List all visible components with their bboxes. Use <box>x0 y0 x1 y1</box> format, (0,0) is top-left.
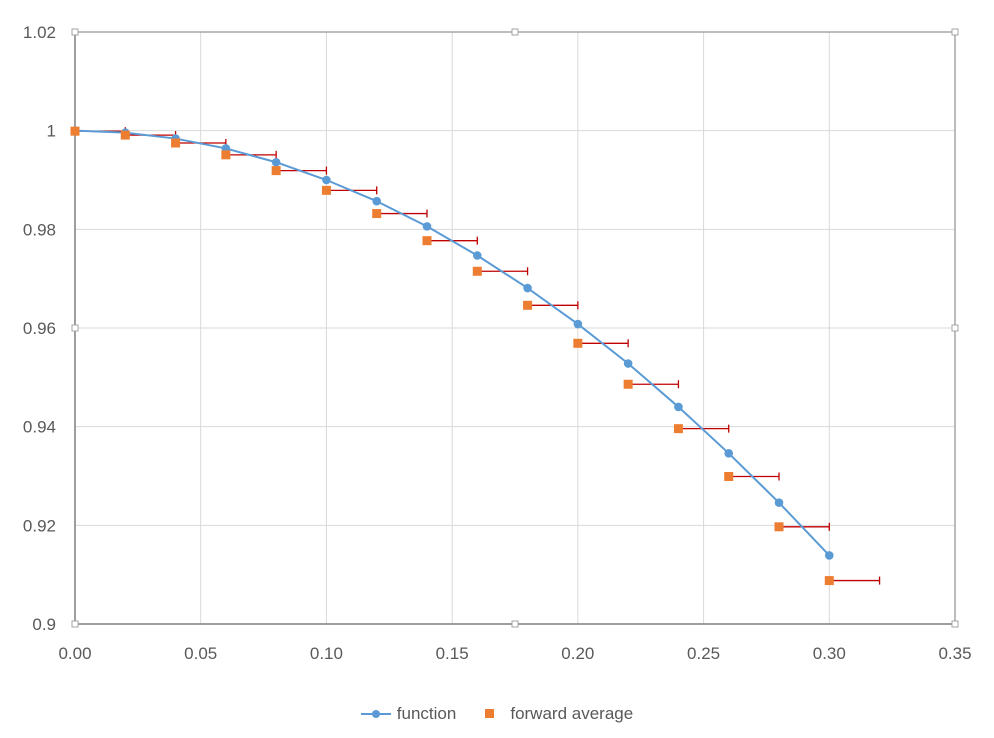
function-point <box>674 402 683 412</box>
square-marker-icon <box>485 709 495 718</box>
function-point <box>724 449 734 458</box>
x-tick-label: 0.00 <box>58 644 91 663</box>
forward-average-point <box>372 209 382 219</box>
function-point <box>422 222 432 231</box>
function-point <box>774 498 784 507</box>
forward-average-point <box>523 300 533 310</box>
resize-handle[interactable] <box>71 324 79 332</box>
y-tick-label: 0.94 <box>23 418 56 437</box>
legend-item-forward-average: forward average <box>484 704 633 724</box>
function-point <box>472 251 482 260</box>
function-point <box>372 196 382 206</box>
legend-label-function: function <box>396 704 457 723</box>
x-tick-label: 0.20 <box>561 644 594 663</box>
forward-average-point <box>774 522 784 532</box>
forward-average-point <box>271 166 281 176</box>
y-tick-label: 0.92 <box>23 516 56 535</box>
series-function <box>70 126 834 560</box>
y-tick-label: 1.02 <box>23 23 56 42</box>
error-bars <box>75 127 881 585</box>
x-tick-label: 0.35 <box>938 644 971 663</box>
y-tick-label: 1 <box>47 122 56 141</box>
function-point <box>573 319 583 329</box>
y-tick-label: 0.9 <box>32 615 56 634</box>
chart-plot-area: 0.00 0.05 0.10 0.15 0.20 0.25 0.30 0.35 0.9 0.92… <box>23 23 972 663</box>
x-tick-label: 0.05 <box>184 644 217 663</box>
forward-average-point <box>673 424 683 434</box>
resize-handle[interactable] <box>951 620 959 628</box>
y-axis-tick-labels: 0.9 0.92 0.94 0.96 0.98 1 1.02 <box>23 23 56 634</box>
y-tick-label: 0.96 <box>23 319 56 338</box>
x-tick-label: 0.30 <box>813 644 846 663</box>
resize-handle[interactable] <box>71 28 79 36</box>
selection-handles[interactable] <box>71 28 959 628</box>
y-tick-label: 0.98 <box>23 220 56 239</box>
forward-average-point <box>724 471 734 481</box>
resize-handle[interactable] <box>511 28 519 36</box>
function-point <box>824 551 834 560</box>
forward-average-point <box>221 150 231 160</box>
forward-average-point <box>70 126 80 136</box>
x-tick-label: 0.25 <box>687 644 720 663</box>
x-tick-label: 0.10 <box>310 644 343 663</box>
resize-handle[interactable] <box>71 620 79 628</box>
forward-average-point <box>824 576 834 586</box>
gridlines <box>74 31 956 625</box>
forward-average-point <box>422 236 432 246</box>
resize-handle[interactable] <box>951 324 959 332</box>
forward-average-point <box>321 185 331 195</box>
forward-average-point <box>120 130 130 140</box>
x-axis-tick-labels: 0.00 0.05 0.10 0.15 0.20 0.25 0.30 0.35 <box>58 644 971 663</box>
forward-average-point <box>472 266 482 276</box>
legend-label-forward-average: forward average <box>510 704 634 723</box>
function-point <box>623 359 633 368</box>
function-point <box>322 175 331 185</box>
forward-average-point <box>171 138 181 148</box>
line-marker-icon <box>360 710 391 718</box>
function-point <box>271 157 281 167</box>
forward-average-point <box>623 379 633 389</box>
forward-average-point <box>573 338 583 348</box>
series-forward-average <box>70 126 834 586</box>
legend-item-function: function <box>360 704 457 724</box>
function-point <box>523 283 532 293</box>
resize-handle[interactable] <box>511 620 519 628</box>
legend: function forward average <box>0 704 994 724</box>
x-tick-label: 0.15 <box>436 644 469 663</box>
resize-handle[interactable] <box>951 28 959 36</box>
